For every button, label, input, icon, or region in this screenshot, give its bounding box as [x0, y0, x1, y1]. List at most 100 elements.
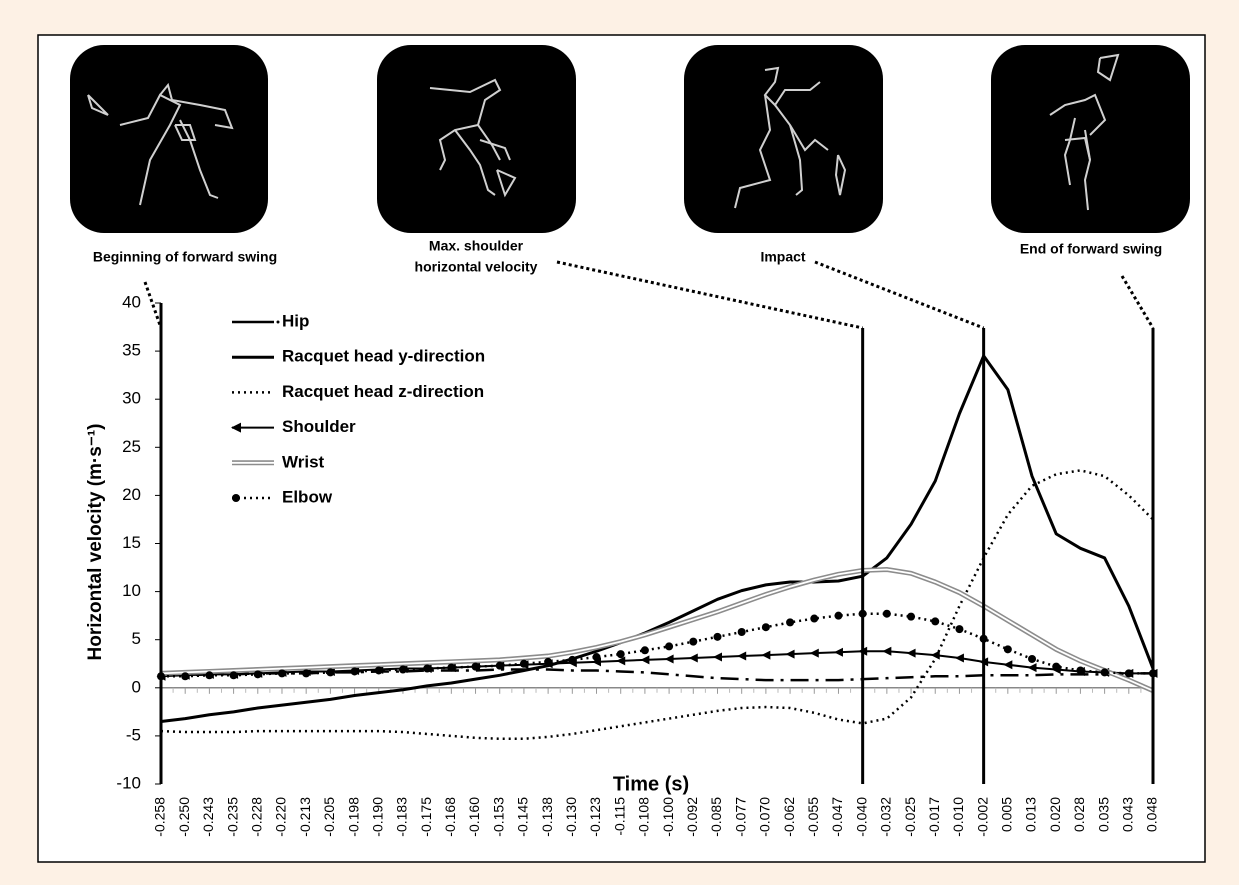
x-tick-label: -0.092 [684, 797, 700, 837]
marker [302, 669, 311, 678]
x-tick-label: -0.198 [345, 797, 361, 837]
marker [616, 650, 625, 659]
x-tick-label: -0.168 [442, 797, 458, 837]
x-tick-label: -0.175 [418, 797, 434, 837]
x-axis-title: Time (s) [613, 773, 689, 795]
annotation: horizontal velocity [415, 259, 538, 275]
x-tick-label: -0.123 [587, 797, 603, 837]
marker [1076, 666, 1085, 675]
x-tick-label: -0.062 [781, 797, 797, 837]
x-tick-label: 0.035 [1095, 797, 1111, 832]
marker [374, 666, 383, 675]
x-tick-label: -0.138 [539, 797, 555, 837]
legend-label: Racquet head z-direction [282, 382, 484, 401]
y-tick-label: 20 [122, 485, 141, 504]
annotation: Impact [760, 249, 805, 265]
x-tick-label: -0.250 [176, 797, 192, 837]
marker [955, 625, 964, 634]
marker [229, 671, 238, 680]
annotation: Beginning of forward swing [93, 249, 277, 265]
x-tick-label: -0.243 [200, 797, 216, 837]
leader-line [814, 260, 985, 330]
marker [665, 642, 674, 651]
marker [616, 656, 626, 666]
x-tick-label: 0.020 [1047, 797, 1063, 832]
marker [205, 671, 214, 680]
marker [786, 618, 795, 627]
x-tick-label: -0.010 [950, 797, 966, 837]
x-tick-label: -0.153 [490, 797, 506, 837]
marker [907, 612, 916, 621]
x-tick-label: -0.160 [466, 797, 482, 837]
marker [423, 664, 432, 673]
x-tick-label: -0.002 [974, 797, 990, 837]
annotation: Max. shoulder [429, 238, 524, 254]
marker [737, 651, 747, 661]
x-tick-label: -0.145 [515, 797, 531, 837]
legend-label: Shoulder [282, 417, 356, 436]
marker [519, 659, 528, 668]
y-tick-label: 25 [122, 437, 141, 456]
x-tick-label: 0.013 [1023, 797, 1039, 832]
marker [834, 611, 843, 620]
marker [253, 670, 262, 679]
marker [833, 647, 843, 657]
y-tick-label: 40 [122, 292, 141, 311]
x-tick-label: -0.213 [297, 797, 313, 837]
legend-label: Racquet head y-direction [282, 347, 485, 366]
marker [713, 632, 722, 641]
x-tick-label: -0.100 [660, 797, 676, 837]
marker [761, 623, 770, 632]
x-tick-label: -0.258 [152, 797, 168, 837]
marker [712, 652, 722, 662]
marker [1124, 669, 1133, 678]
marker [350, 667, 359, 676]
marker [1003, 660, 1013, 670]
x-tick-label: -0.055 [805, 797, 821, 837]
x-tick-label: -0.235 [224, 797, 240, 837]
annotation: End of forward swing [1020, 241, 1162, 257]
x-tick-label: -0.032 [878, 797, 894, 837]
marker [568, 655, 577, 664]
legend-label: Wrist [282, 452, 325, 471]
marker [1052, 662, 1061, 671]
marker [640, 646, 649, 655]
x-tick-label: 0.048 [1144, 797, 1160, 832]
leader-line [1120, 275, 1155, 329]
marker [664, 654, 674, 664]
marker [471, 662, 480, 671]
marker [447, 663, 456, 672]
y-tick-label: 30 [122, 389, 141, 408]
marker [809, 648, 819, 658]
x-tick-label: -0.108 [636, 797, 652, 837]
marker [277, 669, 286, 678]
x-tick-label: 0.043 [1120, 797, 1136, 832]
stick-figure [70, 45, 268, 233]
marker [882, 609, 891, 618]
x-tick-label: -0.077 [732, 797, 748, 837]
x-tick-label: -0.220 [273, 797, 289, 837]
x-tick-label: -0.047 [829, 797, 845, 837]
marker [689, 637, 698, 646]
marker [882, 646, 892, 656]
x-tick-label: -0.130 [563, 797, 579, 837]
x-tick-label: -0.017 [926, 797, 942, 837]
marker [688, 653, 698, 663]
series-line [161, 668, 1153, 682]
marker [544, 657, 553, 666]
marker [326, 668, 335, 677]
leader-line [556, 260, 863, 330]
y-tick-label: 10 [122, 581, 141, 600]
x-tick-label: -0.115 [611, 797, 627, 836]
x-tick-label: -0.183 [394, 797, 410, 837]
marker [906, 648, 916, 658]
marker [737, 628, 746, 637]
marker [1003, 645, 1012, 654]
y-tick-label: -10 [116, 773, 141, 792]
marker [640, 655, 650, 665]
x-tick-label: -0.228 [248, 797, 264, 837]
series-line [160, 354, 1155, 723]
series-line-inner [160, 568, 1154, 692]
x-tick-label: -0.205 [321, 797, 337, 837]
